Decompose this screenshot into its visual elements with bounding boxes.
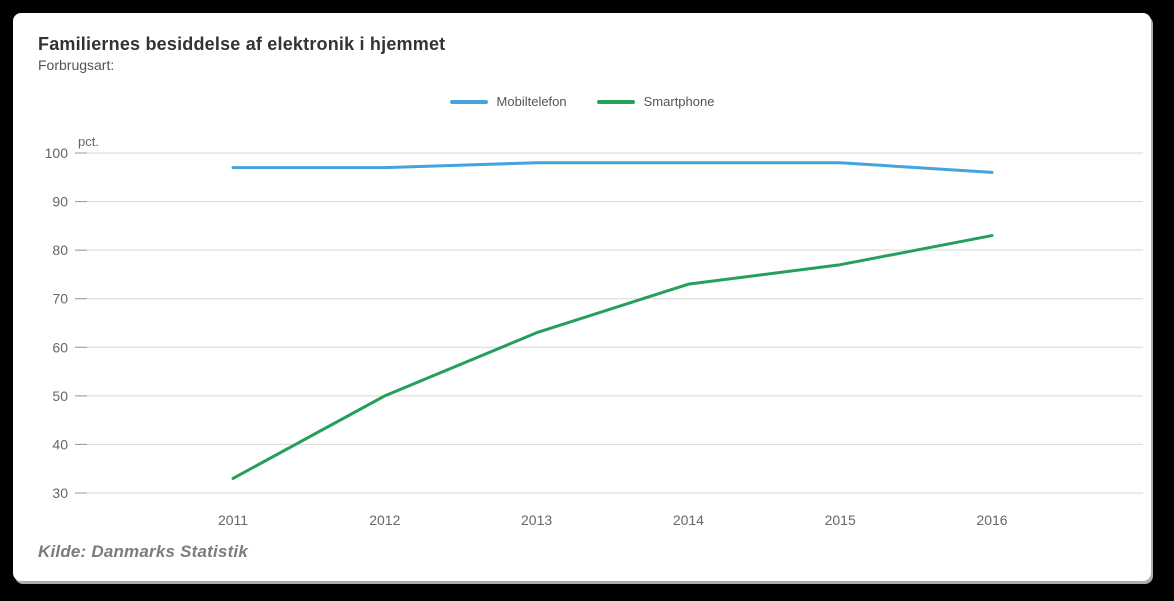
y-axis-tick-label: 70 bbox=[52, 291, 68, 307]
y-axis-tick-label: 80 bbox=[52, 242, 68, 258]
y-axis-tick-label: 100 bbox=[45, 145, 69, 161]
legend-line-swatch bbox=[596, 99, 635, 104]
x-axis-tick-label: 2016 bbox=[976, 512, 1007, 528]
y-axis-tick-label: 60 bbox=[52, 339, 68, 355]
x-axis-tick-label: 2012 bbox=[369, 512, 400, 528]
x-axis-tick-label: 2011 bbox=[218, 512, 248, 528]
y-axis-tick-label: 30 bbox=[52, 485, 68, 501]
legend: Mobiltelefon Smartphone bbox=[13, 94, 1151, 109]
x-axis-tick-label: 2015 bbox=[825, 512, 856, 528]
y-axis-unit-label: pct. bbox=[78, 134, 99, 149]
legend-line-swatch bbox=[449, 99, 488, 104]
x-axis-tick-label: 2014 bbox=[673, 512, 704, 528]
chart-card: Familiernes besiddelse af elektronik i h… bbox=[13, 13, 1151, 581]
y-axis-tick-label: 90 bbox=[52, 194, 68, 210]
legend-label: Smartphone bbox=[643, 94, 715, 109]
y-axis-tick-label: 50 bbox=[52, 388, 68, 404]
chart-subtitle: Forbrugsart: bbox=[38, 57, 115, 73]
legend-label: Mobiltelefon bbox=[496, 94, 567, 109]
legend-item-mobiltelefon: Mobiltelefon bbox=[449, 94, 567, 109]
source-note: Kilde: Danmarks Statistik bbox=[38, 542, 249, 561]
x-axis-tick-label: 2013 bbox=[521, 512, 552, 528]
y-axis-tick-label: 40 bbox=[52, 436, 68, 452]
chart-title: Familiernes besiddelse af elektronik i h… bbox=[38, 34, 446, 54]
line-chart: 100 90 80 70 60 50 40 30 pct. 2011 2012 2013 2014 201… bbox=[45, 134, 1143, 528]
legend-item-smartphone: Smartphone bbox=[596, 94, 715, 109]
series-line-mobiltelefon bbox=[231, 161, 994, 174]
series-line-smartphone bbox=[231, 234, 994, 480]
